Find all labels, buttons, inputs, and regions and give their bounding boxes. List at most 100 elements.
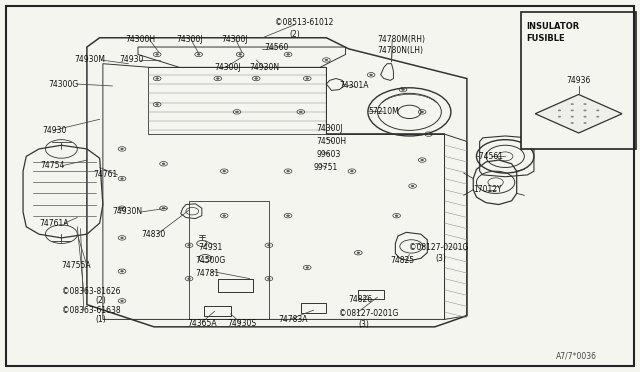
Circle shape bbox=[268, 244, 270, 246]
Circle shape bbox=[121, 300, 124, 302]
Text: (3): (3) bbox=[358, 321, 369, 330]
Text: 74300J: 74300J bbox=[317, 124, 344, 133]
Text: 74830: 74830 bbox=[141, 230, 165, 239]
Circle shape bbox=[370, 74, 372, 76]
Text: 74300J: 74300J bbox=[214, 63, 241, 72]
Text: 74930M: 74930M bbox=[74, 55, 105, 64]
Circle shape bbox=[584, 109, 587, 111]
Circle shape bbox=[255, 78, 257, 79]
Text: 74930N: 74930N bbox=[113, 208, 143, 217]
Text: 74761A: 74761A bbox=[39, 219, 68, 228]
Circle shape bbox=[239, 54, 241, 55]
Circle shape bbox=[584, 116, 587, 118]
Text: (3): (3) bbox=[435, 254, 446, 263]
Text: (2): (2) bbox=[289, 29, 300, 39]
Text: -74561: -74561 bbox=[476, 152, 504, 161]
Circle shape bbox=[325, 59, 328, 61]
Circle shape bbox=[357, 252, 360, 253]
Circle shape bbox=[300, 111, 302, 113]
Circle shape bbox=[351, 170, 353, 172]
Text: 74936: 74936 bbox=[566, 76, 591, 85]
Circle shape bbox=[197, 54, 200, 55]
Text: 74755A: 74755A bbox=[61, 261, 91, 270]
Circle shape bbox=[428, 134, 430, 135]
Circle shape bbox=[121, 178, 124, 179]
Circle shape bbox=[156, 78, 159, 79]
Circle shape bbox=[236, 111, 238, 113]
Text: 74500G: 74500G bbox=[195, 256, 226, 264]
Circle shape bbox=[596, 109, 600, 111]
Text: 74930: 74930 bbox=[42, 126, 67, 135]
Circle shape bbox=[287, 215, 289, 217]
Circle shape bbox=[571, 103, 574, 105]
Circle shape bbox=[188, 278, 190, 279]
Circle shape bbox=[402, 89, 404, 90]
Text: ©08363-81626: ©08363-81626 bbox=[62, 287, 120, 296]
Polygon shape bbox=[535, 94, 622, 133]
Circle shape bbox=[156, 104, 159, 105]
Circle shape bbox=[156, 54, 159, 55]
Circle shape bbox=[596, 116, 600, 118]
Circle shape bbox=[287, 54, 289, 55]
Circle shape bbox=[163, 163, 165, 164]
Circle shape bbox=[163, 208, 165, 209]
Text: 74931: 74931 bbox=[198, 243, 223, 251]
Circle shape bbox=[268, 278, 270, 279]
Circle shape bbox=[421, 111, 424, 113]
Text: 74560: 74560 bbox=[264, 42, 289, 51]
Text: 74500H: 74500H bbox=[317, 137, 347, 146]
Text: INSULATOR: INSULATOR bbox=[526, 22, 580, 31]
Circle shape bbox=[412, 185, 414, 187]
Circle shape bbox=[571, 116, 574, 118]
Circle shape bbox=[121, 148, 124, 150]
Circle shape bbox=[584, 103, 587, 105]
Text: FUSIBLE: FUSIBLE bbox=[526, 34, 565, 43]
Text: 74825: 74825 bbox=[390, 256, 414, 264]
Text: 74783A: 74783A bbox=[278, 315, 308, 324]
Text: 74826: 74826 bbox=[349, 295, 373, 304]
Circle shape bbox=[571, 122, 574, 124]
Circle shape bbox=[396, 215, 398, 217]
Text: 74301A: 74301A bbox=[339, 81, 369, 90]
Text: ©08513-61012: ©08513-61012 bbox=[275, 19, 333, 28]
Text: 74781: 74781 bbox=[195, 269, 220, 278]
Circle shape bbox=[121, 270, 124, 272]
Text: ©08127-0201G: ©08127-0201G bbox=[410, 243, 468, 251]
Circle shape bbox=[558, 116, 561, 118]
Circle shape bbox=[216, 78, 219, 79]
Circle shape bbox=[584, 122, 587, 124]
Text: ©08363-61638: ©08363-61638 bbox=[62, 306, 120, 315]
Circle shape bbox=[558, 109, 561, 111]
Circle shape bbox=[421, 159, 424, 161]
Text: (2): (2) bbox=[95, 296, 106, 305]
Text: 74365A: 74365A bbox=[188, 319, 218, 328]
Text: 74930N: 74930N bbox=[250, 63, 280, 72]
Text: 99751: 99751 bbox=[314, 163, 338, 172]
Text: 74930: 74930 bbox=[119, 55, 143, 64]
Text: (1): (1) bbox=[95, 315, 106, 324]
Circle shape bbox=[121, 208, 124, 209]
Circle shape bbox=[223, 215, 225, 217]
Circle shape bbox=[306, 78, 308, 79]
Text: 74780M(RH): 74780M(RH) bbox=[378, 35, 426, 44]
Circle shape bbox=[121, 237, 124, 238]
Text: 57210M: 57210M bbox=[368, 108, 399, 116]
Text: 74300H: 74300H bbox=[125, 35, 156, 44]
Text: 74300J: 74300J bbox=[221, 35, 248, 44]
Circle shape bbox=[188, 244, 190, 246]
Circle shape bbox=[287, 170, 289, 172]
Text: 74780N(LH): 74780N(LH) bbox=[378, 46, 424, 55]
Circle shape bbox=[571, 109, 574, 111]
Text: 74754: 74754 bbox=[40, 161, 65, 170]
Circle shape bbox=[306, 267, 308, 268]
Text: A7/7*0036: A7/7*0036 bbox=[556, 352, 597, 361]
Text: 74761: 74761 bbox=[93, 170, 118, 179]
Circle shape bbox=[223, 170, 225, 172]
Text: 17012Y: 17012Y bbox=[473, 185, 502, 194]
Text: 74300G: 74300G bbox=[49, 80, 79, 89]
Text: 99603: 99603 bbox=[317, 150, 341, 159]
Text: ©08127-0201G: ©08127-0201G bbox=[339, 310, 399, 318]
Text: 74300J: 74300J bbox=[176, 35, 203, 44]
Bar bbox=[521, 12, 636, 149]
Text: 74930S: 74930S bbox=[227, 319, 257, 328]
